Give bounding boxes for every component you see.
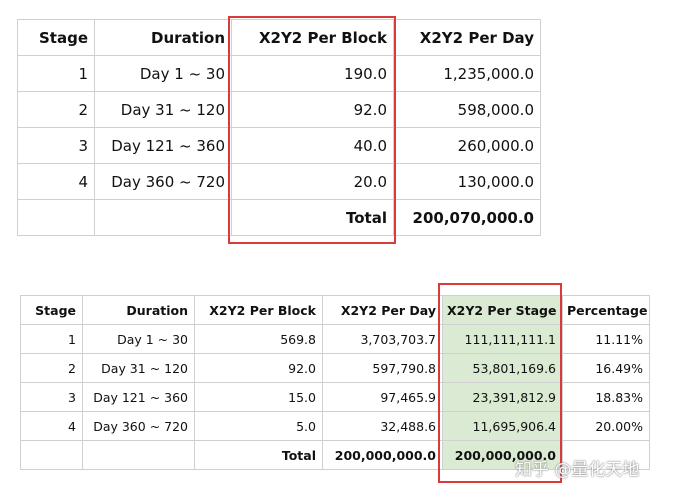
cell-per-stage: 11,695,906.4: [442, 411, 563, 441]
table-row: 4 Day 360 ~ 720 20.0 130,000.0: [17, 163, 541, 200]
cell-duration: Day 1 ~ 30: [82, 324, 195, 354]
cell-duration: Day 31 ~ 120: [82, 353, 195, 383]
cell-per-block: 569.8: [194, 324, 323, 354]
cell-per-day: 97,465.9: [322, 382, 443, 412]
cell-percentage: 16.49%: [562, 353, 650, 383]
cell-stage: 1: [17, 55, 95, 92]
header-per-block: X2Y2 Per Block: [194, 295, 323, 325]
cell-per-stage: 23,391,812.9: [442, 382, 563, 412]
table-header-row: Stage Duration X2Y2 Per Block X2Y2 Per D…: [17, 19, 541, 56]
cell-per-stage: 53,801,169.6: [442, 353, 563, 383]
total-row: Total 200,070,000.0: [17, 199, 541, 236]
table-header-row: Stage Duration X2Y2 Per Block X2Y2 Per D…: [20, 295, 650, 325]
table-row: 1 Day 1 ~ 30 569.8 3,703,703.7 111,111,1…: [20, 324, 650, 354]
cell-per-block: 92.0: [194, 353, 323, 383]
header-percentage: Percentage: [562, 295, 650, 325]
cell-per-day: 3,703,703.7: [322, 324, 443, 354]
cell-per-block: 15.0: [194, 382, 323, 412]
cell-percentage: 11.11%: [562, 324, 650, 354]
cell-per-block: 5.0: [194, 411, 323, 441]
table-row: 3 Day 121 ~ 360 15.0 97,465.9 23,391,812…: [20, 382, 650, 412]
header-per-stage: X2Y2 Per Stage: [442, 295, 563, 325]
cell-empty: [82, 440, 195, 470]
cell-stage: 4: [20, 411, 83, 441]
header-duration: Duration: [94, 19, 232, 56]
cell-percentage: 20.00%: [562, 411, 650, 441]
header-per-day: X2Y2 Per Day: [393, 19, 541, 56]
total-value: 200,070,000.0: [393, 199, 541, 236]
table-row: 1 Day 1 ~ 30 190.0 1,235,000.0: [17, 55, 541, 92]
cell-stage: 3: [17, 127, 95, 164]
header-per-block: X2Y2 Per Block: [231, 19, 394, 56]
cell-duration: Day 31 ~ 120: [94, 91, 232, 128]
total-row: Total 200,000,000.0 200,000,000.0: [20, 440, 650, 470]
reward-table-original: Stage Duration X2Y2 Per Block X2Y2 Per D…: [17, 19, 541, 236]
table-row: 3 Day 121 ~ 360 40.0 260,000.0: [17, 127, 541, 164]
table-row: 2 Day 31 ~ 120 92.0 598,000.0: [17, 91, 541, 128]
table-row: 2 Day 31 ~ 120 92.0 597,790.8 53,801,169…: [20, 353, 650, 383]
cell-per-day: 598,000.0: [393, 91, 541, 128]
cell-duration: Day 121 ~ 360: [94, 127, 232, 164]
header-stage: Stage: [17, 19, 95, 56]
cell-per-day: 130,000.0: [393, 163, 541, 200]
cell-per-day: 597,790.8: [322, 353, 443, 383]
cell-duration: Day 360 ~ 720: [94, 163, 232, 200]
cell-per-block: 92.0: [231, 91, 394, 128]
watermark: 知乎 @量化天地: [515, 460, 640, 480]
reward-table-revised: Stage Duration X2Y2 Per Block X2Y2 Per D…: [20, 295, 650, 470]
cell-stage: 1: [20, 324, 83, 354]
cell-empty: [94, 199, 232, 236]
total-per-day: 200,000,000.0: [322, 440, 443, 470]
cell-duration: Day 121 ~ 360: [82, 382, 195, 412]
cell-empty: [562, 440, 650, 470]
header-stage: Stage: [20, 295, 83, 325]
cell-stage: 4: [17, 163, 95, 200]
header-duration: Duration: [82, 295, 195, 325]
table-row: 4 Day 360 ~ 720 5.0 32,488.6 11,695,906.…: [20, 411, 650, 441]
cell-duration: Day 360 ~ 720: [82, 411, 195, 441]
cell-percentage: 18.83%: [562, 382, 650, 412]
cell-empty: [17, 199, 95, 236]
total-label: Total: [231, 199, 394, 236]
cell-stage: 2: [20, 353, 83, 383]
cell-stage: 3: [20, 382, 83, 412]
total-per-stage: 200,000,000.0: [442, 440, 563, 470]
cell-per-block: 40.0: [231, 127, 394, 164]
cell-per-block: 190.0: [231, 55, 394, 92]
cell-empty: [20, 440, 83, 470]
cell-per-day: 260,000.0: [393, 127, 541, 164]
cell-stage: 2: [17, 91, 95, 128]
cell-duration: Day 1 ~ 30: [94, 55, 232, 92]
cell-per-day: 1,235,000.0: [393, 55, 541, 92]
total-label: Total: [194, 440, 323, 470]
cell-per-block: 20.0: [231, 163, 394, 200]
header-per-day: X2Y2 Per Day: [322, 295, 443, 325]
cell-per-stage: 111,111,111.1: [442, 324, 563, 354]
cell-per-day: 32,488.6: [322, 411, 443, 441]
